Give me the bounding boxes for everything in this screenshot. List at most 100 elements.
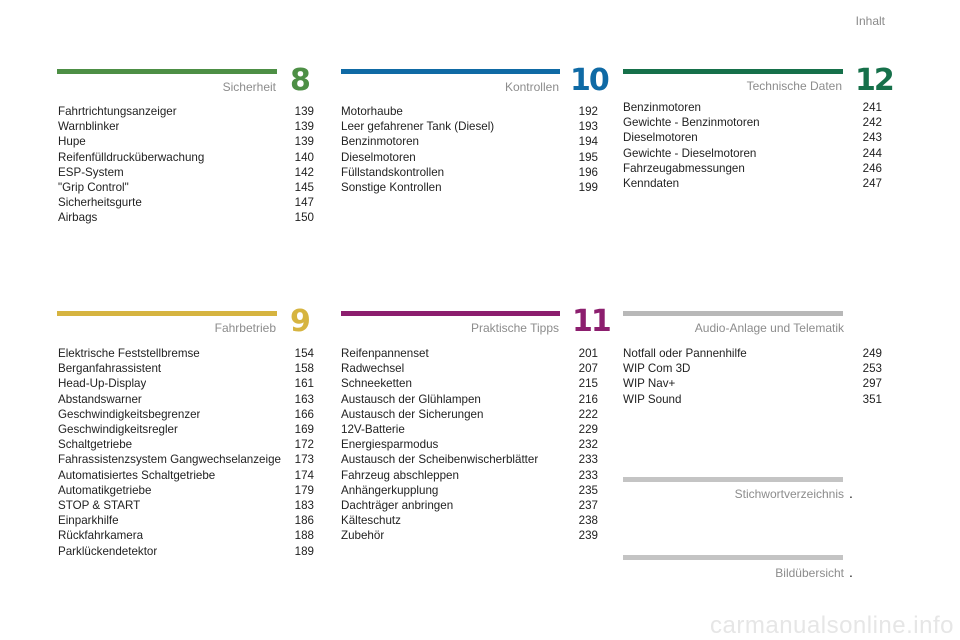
toc-entry[interactable]: Fahrzeugabmessungen 246 xyxy=(623,161,882,176)
toc-entry[interactable]: Fahrtrichtungsanzeiger 139 xyxy=(58,104,314,119)
toc-entry-page: 194 xyxy=(578,135,598,149)
toc-entry-page: 183 xyxy=(294,499,314,513)
toc-entry-label: Parklückendetektor xyxy=(58,544,158,558)
toc-entry[interactable]: Head-Up-Display 161 xyxy=(58,376,314,391)
toc-entry-label: Reifenfülldrucküberwachung xyxy=(58,150,205,164)
toc-entry-page: 147 xyxy=(294,196,314,210)
toc-entry-page: 244 xyxy=(862,146,882,160)
toc-entry[interactable]: Kenndaten 247 xyxy=(623,176,882,191)
toc-entry[interactable]: Dachträger anbringen 237 xyxy=(341,498,598,513)
toc-entry[interactable]: WIP Sound 351 xyxy=(623,392,882,407)
toc-entry[interactable]: Warnblinker 139 xyxy=(58,119,314,134)
toc-entry[interactable]: STOP & START 183 xyxy=(58,498,314,513)
toc-entry[interactable]: Geschwindigkeitsbegrenzer 166 xyxy=(58,407,314,422)
toc-entry[interactable]: Einparkhilfe 186 xyxy=(58,513,314,528)
toc-list: Fahrtrichtungsanzeiger 139 Warnblinker 139 H… xyxy=(58,104,314,226)
toc-entry[interactable]: Automatikgetriebe 179 xyxy=(58,483,314,498)
toc-entry-label: Berganfahrassistent xyxy=(58,362,162,376)
toc-entry[interactable]: Leer gefahrener Tank (Diesel) 193 xyxy=(341,119,598,134)
section-bar xyxy=(623,69,843,74)
section-title[interactable]: Bildübersicht xyxy=(775,566,844,580)
toc-entry-page: 139 xyxy=(294,135,314,149)
toc-entry-label: Kälteschutz xyxy=(341,514,401,528)
toc-entry[interactable]: Anhängerkupplung 235 xyxy=(341,483,598,498)
toc-entry[interactable]: Airbags 150 xyxy=(58,210,314,225)
section-title[interactable]: Technische Daten xyxy=(746,79,842,93)
toc-entry[interactable]: Dieselmotoren 195 xyxy=(341,150,598,165)
toc-entry[interactable]: ESP-System 142 xyxy=(58,165,314,180)
toc-entry-label: Abstandswarner xyxy=(58,392,142,406)
toc-entry[interactable]: Kälteschutz 238 xyxy=(341,513,598,528)
toc-entry[interactable]: Radwechsel 207 xyxy=(341,361,598,376)
section-title[interactable]: Audio-Anlage und Telematik xyxy=(694,321,844,335)
toc-entry-page: 351 xyxy=(862,392,882,406)
toc-entry[interactable]: Energiesparmodus 232 xyxy=(341,437,598,452)
toc-list: Reifenpannenset 201 Radwechsel 207 Schneeket… xyxy=(341,346,598,544)
toc-entry-page: 243 xyxy=(862,131,882,145)
toc-entry-label: Fahrzeugabmessungen xyxy=(623,161,745,175)
toc-entry[interactable]: WIP Com 3D 253 xyxy=(623,361,882,376)
toc-entry[interactable]: Reifenfülldrucküberwachung 140 xyxy=(58,150,314,165)
toc-entry-page: 192 xyxy=(578,105,598,118)
toc-entry-page: 179 xyxy=(294,483,314,497)
toc-entry[interactable]: Sonstige Kontrollen 199 xyxy=(341,180,598,195)
toc-entry[interactable]: Schneeketten 215 xyxy=(341,376,598,391)
toc-entry[interactable]: Elektrische Feststellbremse 154 xyxy=(58,346,314,361)
toc-entry[interactable]: Abstandswarner 163 xyxy=(58,392,314,407)
section-title[interactable]: Stichwortverzeichnis xyxy=(734,487,844,501)
toc-entry-page: 297 xyxy=(862,377,882,391)
toc-entry[interactable]: 12V-Batterie 229 xyxy=(341,422,598,437)
toc-entry-label: Sicherheitsgurte xyxy=(58,196,142,210)
chapter-number: 10 xyxy=(570,63,610,98)
toc-entry[interactable]: Benzinmotoren 194 xyxy=(341,134,598,149)
toc-entry[interactable]: Dieselmotoren 243 xyxy=(623,130,882,145)
toc-entry[interactable]: WIP Nav+ 297 xyxy=(623,376,882,391)
toc-entry-page: 140 xyxy=(294,150,314,164)
toc-entry-label: Gewichte - Benzinmotoren xyxy=(623,116,760,130)
toc-entry[interactable]: Fahrassistenzsystem Gangwechselanzeige 17… xyxy=(58,452,314,467)
toc-entry[interactable]: Füllstandskontrollen 196 xyxy=(341,165,598,180)
toc-entry-page: 195 xyxy=(578,150,598,164)
toc-entry[interactable]: Benzinmotoren 241 xyxy=(623,100,882,115)
toc-entry[interactable]: Parklückendetektor 189 xyxy=(58,544,314,559)
toc-entry[interactable]: "Grip Control" 145 xyxy=(58,180,314,195)
section-marker: . xyxy=(849,564,853,580)
toc-entry[interactable]: Notfall oder Pannenhilfe 249 xyxy=(623,346,882,361)
section-title[interactable]: Kontrollen xyxy=(504,80,559,94)
section-title[interactable]: Sicherheit xyxy=(222,80,276,94)
toc-entry-label: Dachträger anbringen xyxy=(341,499,454,513)
toc-entry[interactable]: Geschwindigkeitsregler 169 xyxy=(58,422,314,437)
toc-entry-page: 246 xyxy=(862,161,882,175)
toc-entry-label: Kenndaten xyxy=(623,177,680,191)
chapter-number: 11 xyxy=(572,304,612,339)
section-title[interactable]: Praktische Tipps xyxy=(470,321,559,335)
toc-entry[interactable]: Austausch der Glühlampen 216 xyxy=(341,392,598,407)
toc-entry[interactable]: Austausch der Scheibenwischerblätter 233 xyxy=(341,452,598,467)
toc-entry[interactable]: Automatisiertes Schaltgetriebe 174 xyxy=(58,468,314,483)
toc-entry-page: 222 xyxy=(578,407,598,421)
toc-entry[interactable]: Hupe 139 xyxy=(58,134,314,149)
toc-entry[interactable]: Sicherheitsgurte 147 xyxy=(58,195,314,210)
toc-entry[interactable]: Reifenpannenset 201 xyxy=(341,346,598,361)
toc-entry-page: 154 xyxy=(294,347,314,360)
toc-entry-page: 173 xyxy=(294,453,314,467)
page-header-title: Inhalt xyxy=(855,14,885,28)
toc-entry[interactable]: Rückfahrkamera 188 xyxy=(58,528,314,543)
toc-entry[interactable]: Schaltgetriebe 172 xyxy=(58,437,314,452)
toc-entry[interactable]: Fahrzeug abschleppen 233 xyxy=(341,468,598,483)
toc-entry-page: 142 xyxy=(294,165,314,179)
toc-entry-label: Zubehör xyxy=(341,529,385,543)
toc-entry-label: Airbags xyxy=(58,211,98,225)
toc-entry[interactable]: Motorhaube 192 xyxy=(341,104,598,119)
toc-entry[interactable]: Gewichte - Benzinmotoren 242 xyxy=(623,115,882,130)
toc-entry[interactable]: Gewichte - Dieselmotoren 244 xyxy=(623,146,882,161)
toc-entry[interactable]: Austausch der Sicherungen 222 xyxy=(341,407,598,422)
toc-entry-page: 166 xyxy=(294,407,314,421)
section-bar xyxy=(341,311,560,316)
toc-entry[interactable]: Berganfahrassistent 158 xyxy=(58,361,314,376)
toc-entry[interactable]: Zubehör 239 xyxy=(341,528,598,543)
toc-entry-label: Einparkhilfe xyxy=(58,514,119,528)
toc-entry-label: Elektrische Feststellbremse xyxy=(58,347,200,360)
section-title[interactable]: Fahrbetrieb xyxy=(214,321,276,335)
toc-entry-label: Benzinmotoren xyxy=(341,135,419,149)
